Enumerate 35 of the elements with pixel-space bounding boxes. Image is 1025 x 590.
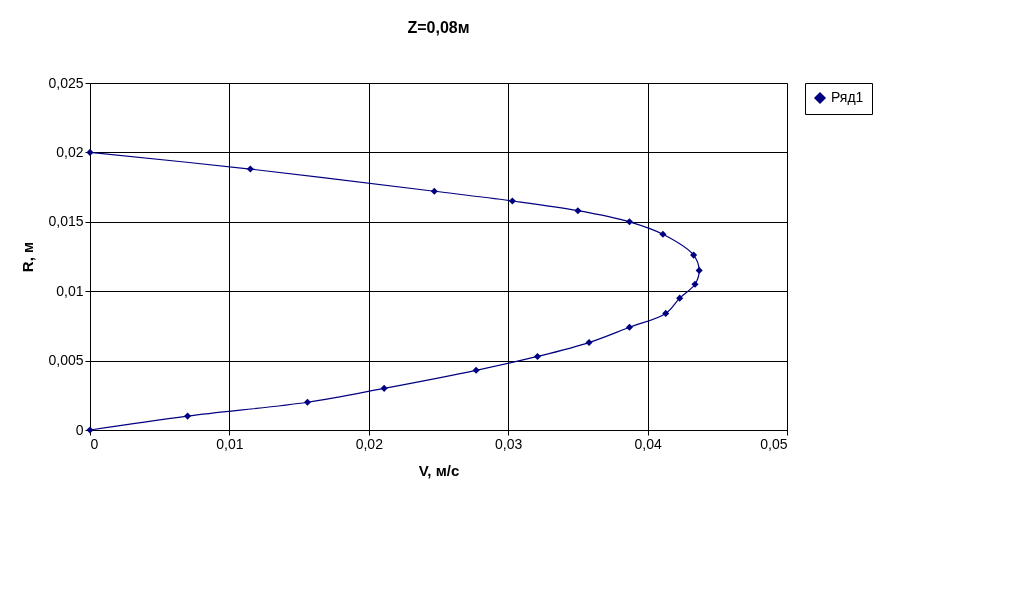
point <box>625 218 634 226</box>
point <box>690 251 698 259</box>
y-axis-title: R, м <box>19 241 37 273</box>
point <box>246 165 254 173</box>
y-tick-label: 0,01 <box>56 282 84 299</box>
legend-label: Ряд1 <box>831 89 864 105</box>
chart-title: Z=0,08м <box>407 19 470 36</box>
point <box>508 197 516 205</box>
y-tick-label: 0,025 <box>48 74 84 91</box>
x-tick-label: 0,01 <box>216 435 244 452</box>
point <box>533 352 542 360</box>
point <box>585 339 593 347</box>
point <box>625 323 634 331</box>
point <box>303 398 311 406</box>
y-tick-label: 0,015 <box>48 213 84 230</box>
x-tick-label: 0,05 <box>760 435 788 452</box>
x-tick-label: 0 <box>90 435 99 452</box>
point <box>430 187 438 195</box>
point <box>86 426 94 434</box>
point <box>574 207 582 215</box>
point <box>691 280 699 288</box>
point <box>695 266 703 274</box>
point <box>662 309 670 317</box>
x-tick-label: 0,03 <box>495 435 523 452</box>
y-tick-label: 0,005 <box>48 352 84 369</box>
point <box>472 366 480 374</box>
x-tick-label: 0,04 <box>634 435 662 452</box>
y-tick-label: 0 <box>75 421 84 438</box>
point <box>184 412 192 420</box>
point <box>659 230 667 238</box>
x-tick-label: 0,02 <box>355 435 384 452</box>
y-tick-label: 0,02 <box>56 143 84 160</box>
point <box>676 294 684 302</box>
point <box>380 384 388 392</box>
x-axis-title: V, м/с <box>418 461 460 479</box>
